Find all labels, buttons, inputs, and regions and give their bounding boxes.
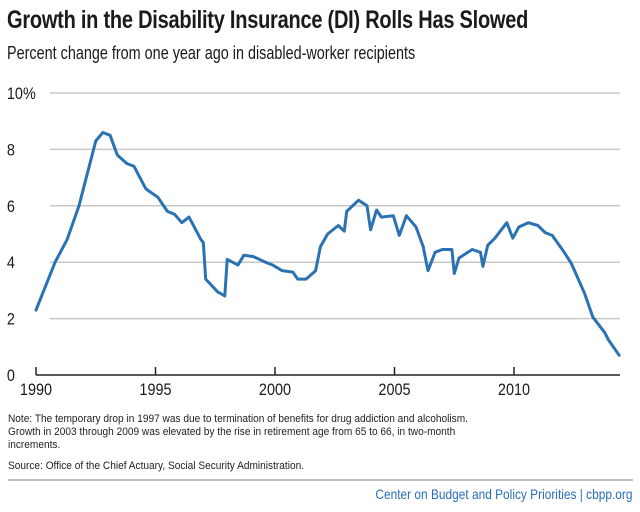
chart-title: Growth in the Disability Insurance (DI) … [7,6,529,34]
y-tick-label: 4 [7,254,15,272]
x-tick-label: 2005 [378,381,410,399]
x-tick-label: 2000 [259,381,291,399]
y-axis-labels: 0 2 4 6 8 10% [7,85,36,385]
y-tick-label: 0 [7,367,15,385]
y-tick-label: 2 [7,311,15,329]
chart-subtitle: Percent change from one year ago in disa… [7,43,416,63]
x-tick-label: 1990 [20,381,52,399]
note-line: Growth in 2003 through 2009 was elevated… [8,426,456,438]
footer-divider [8,479,633,481]
x-axis: 1990 1995 2000 2005 2010 [20,367,620,399]
publisher-credit[interactable]: Center on Budget and Policy Priorities |… [374,486,632,502]
series-lines [34,131,621,357]
y-tick-label: 6 [7,198,15,216]
gridlines [50,92,620,320]
note-line: increments. [8,439,61,451]
chart-source: Source: Office of the Chief Actuary, Soc… [8,460,305,472]
y-tick-label: 8 [7,141,15,159]
x-tick-label: 1995 [139,381,171,399]
series-line [34,131,621,357]
chart-note: Note: The temporary drop in 1997 was due… [8,413,633,452]
note-line: Note: The temporary drop in 1997 was due… [8,413,468,425]
x-tick-label: 2010 [498,381,530,399]
y-tick-label: 10% [7,85,36,103]
